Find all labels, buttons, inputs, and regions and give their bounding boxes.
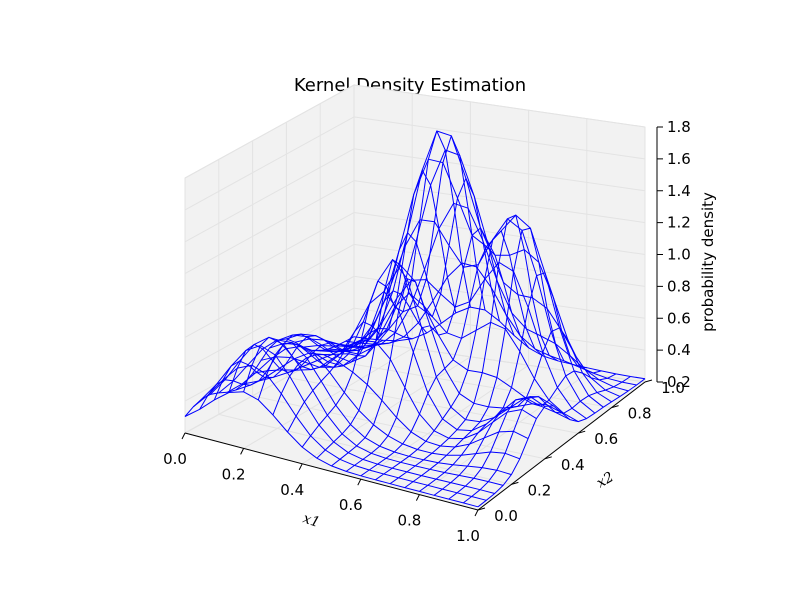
wire-line-x2 [448,370,617,500]
x-tick-label: 0.2 [222,465,246,483]
wire-line-x1 [311,158,604,408]
wire-line-x2 [375,230,544,481]
x-axis-label: x1 [301,511,322,531]
z-axis-label: probability density [699,192,717,332]
x-axis-line [184,432,479,511]
wall-grid-z [184,275,646,370]
y-tick-mark [578,430,586,434]
z-tick-label: 0.2 [667,373,691,391]
wire-line-x2 [477,378,646,508]
wire-line-x1 [294,261,587,420]
x-tick-label: 0.0 [163,450,187,468]
floor-grid-y [320,358,612,409]
y-tick-mark [544,456,552,460]
x-tick-mark [474,509,479,517]
z-tick-label: 0.6 [667,309,691,327]
axis-lines [181,126,663,517]
x-tick-label: 1.0 [456,527,480,545]
floor-grid-y [218,413,512,485]
x-tick-mark [240,448,245,455]
wire-line-x2 [345,227,515,472]
grid-lines [184,84,646,511]
surface-wireframe [184,130,646,508]
wire-line-x2 [462,376,631,504]
tick-labels: 0.00.20.40.60.81.00.00.20.40.60.81.00.20… [163,118,691,545]
floor-grid-x [360,364,529,480]
floor-grid-x [243,347,413,449]
wall-grid-z [184,84,646,179]
z-tick-label: 0.8 [667,277,691,295]
y-axis-line [477,381,646,511]
y-tick-label: 0.2 [527,481,551,499]
y-tick-label: 0.8 [628,405,652,423]
wire-line-x2 [419,272,587,492]
y-axis-label: x2 [594,469,617,491]
x-tick-label: 0.4 [280,481,304,499]
z-tick-label: 1.6 [667,150,691,168]
z-tick-label: 1.0 [667,246,691,264]
wall-grid-z [184,180,646,275]
wire-line-x2 [389,214,558,485]
wall-grid-z [184,243,646,338]
wire-line-x2 [404,227,573,489]
wall-grid-z [184,339,646,434]
y-tick-mark [511,481,519,485]
x-tick-label: 0.8 [397,512,421,530]
z-tick-label: 1.2 [667,214,691,232]
x-tick-mark [181,432,186,440]
wire-line-x1 [303,218,596,414]
y-tick-label: 0.6 [594,430,618,448]
y-tick-label: 1.0 [661,379,685,397]
floor-grid-x [301,356,471,465]
y-tick-mark [644,379,653,383]
wall-grid-z [184,116,646,211]
wire-line-x1 [320,130,612,403]
wall-grid-z [184,211,646,306]
x-tick-mark [357,478,362,486]
y-tick-mark [611,405,619,409]
wire-line-x1 [277,292,571,421]
x-tick-mark [415,494,420,501]
x-tick-mark [298,463,303,471]
wall-grid-z [184,148,646,243]
x-tick-label: 0.6 [339,496,363,514]
z-tick-label: 1.4 [667,182,691,200]
y-tick-label: 0.0 [494,507,518,525]
floor-grid-y [286,376,579,434]
wire-line-x2 [360,246,530,477]
floor-grid-x [419,373,588,496]
wire-line-x1 [353,306,646,380]
y-tick-label: 0.4 [561,456,585,474]
y-tick-mark [477,507,486,511]
z-tick-label: 0.4 [667,341,691,359]
z-tick-label: 1.8 [667,118,691,136]
wall-grid-z [184,307,646,402]
